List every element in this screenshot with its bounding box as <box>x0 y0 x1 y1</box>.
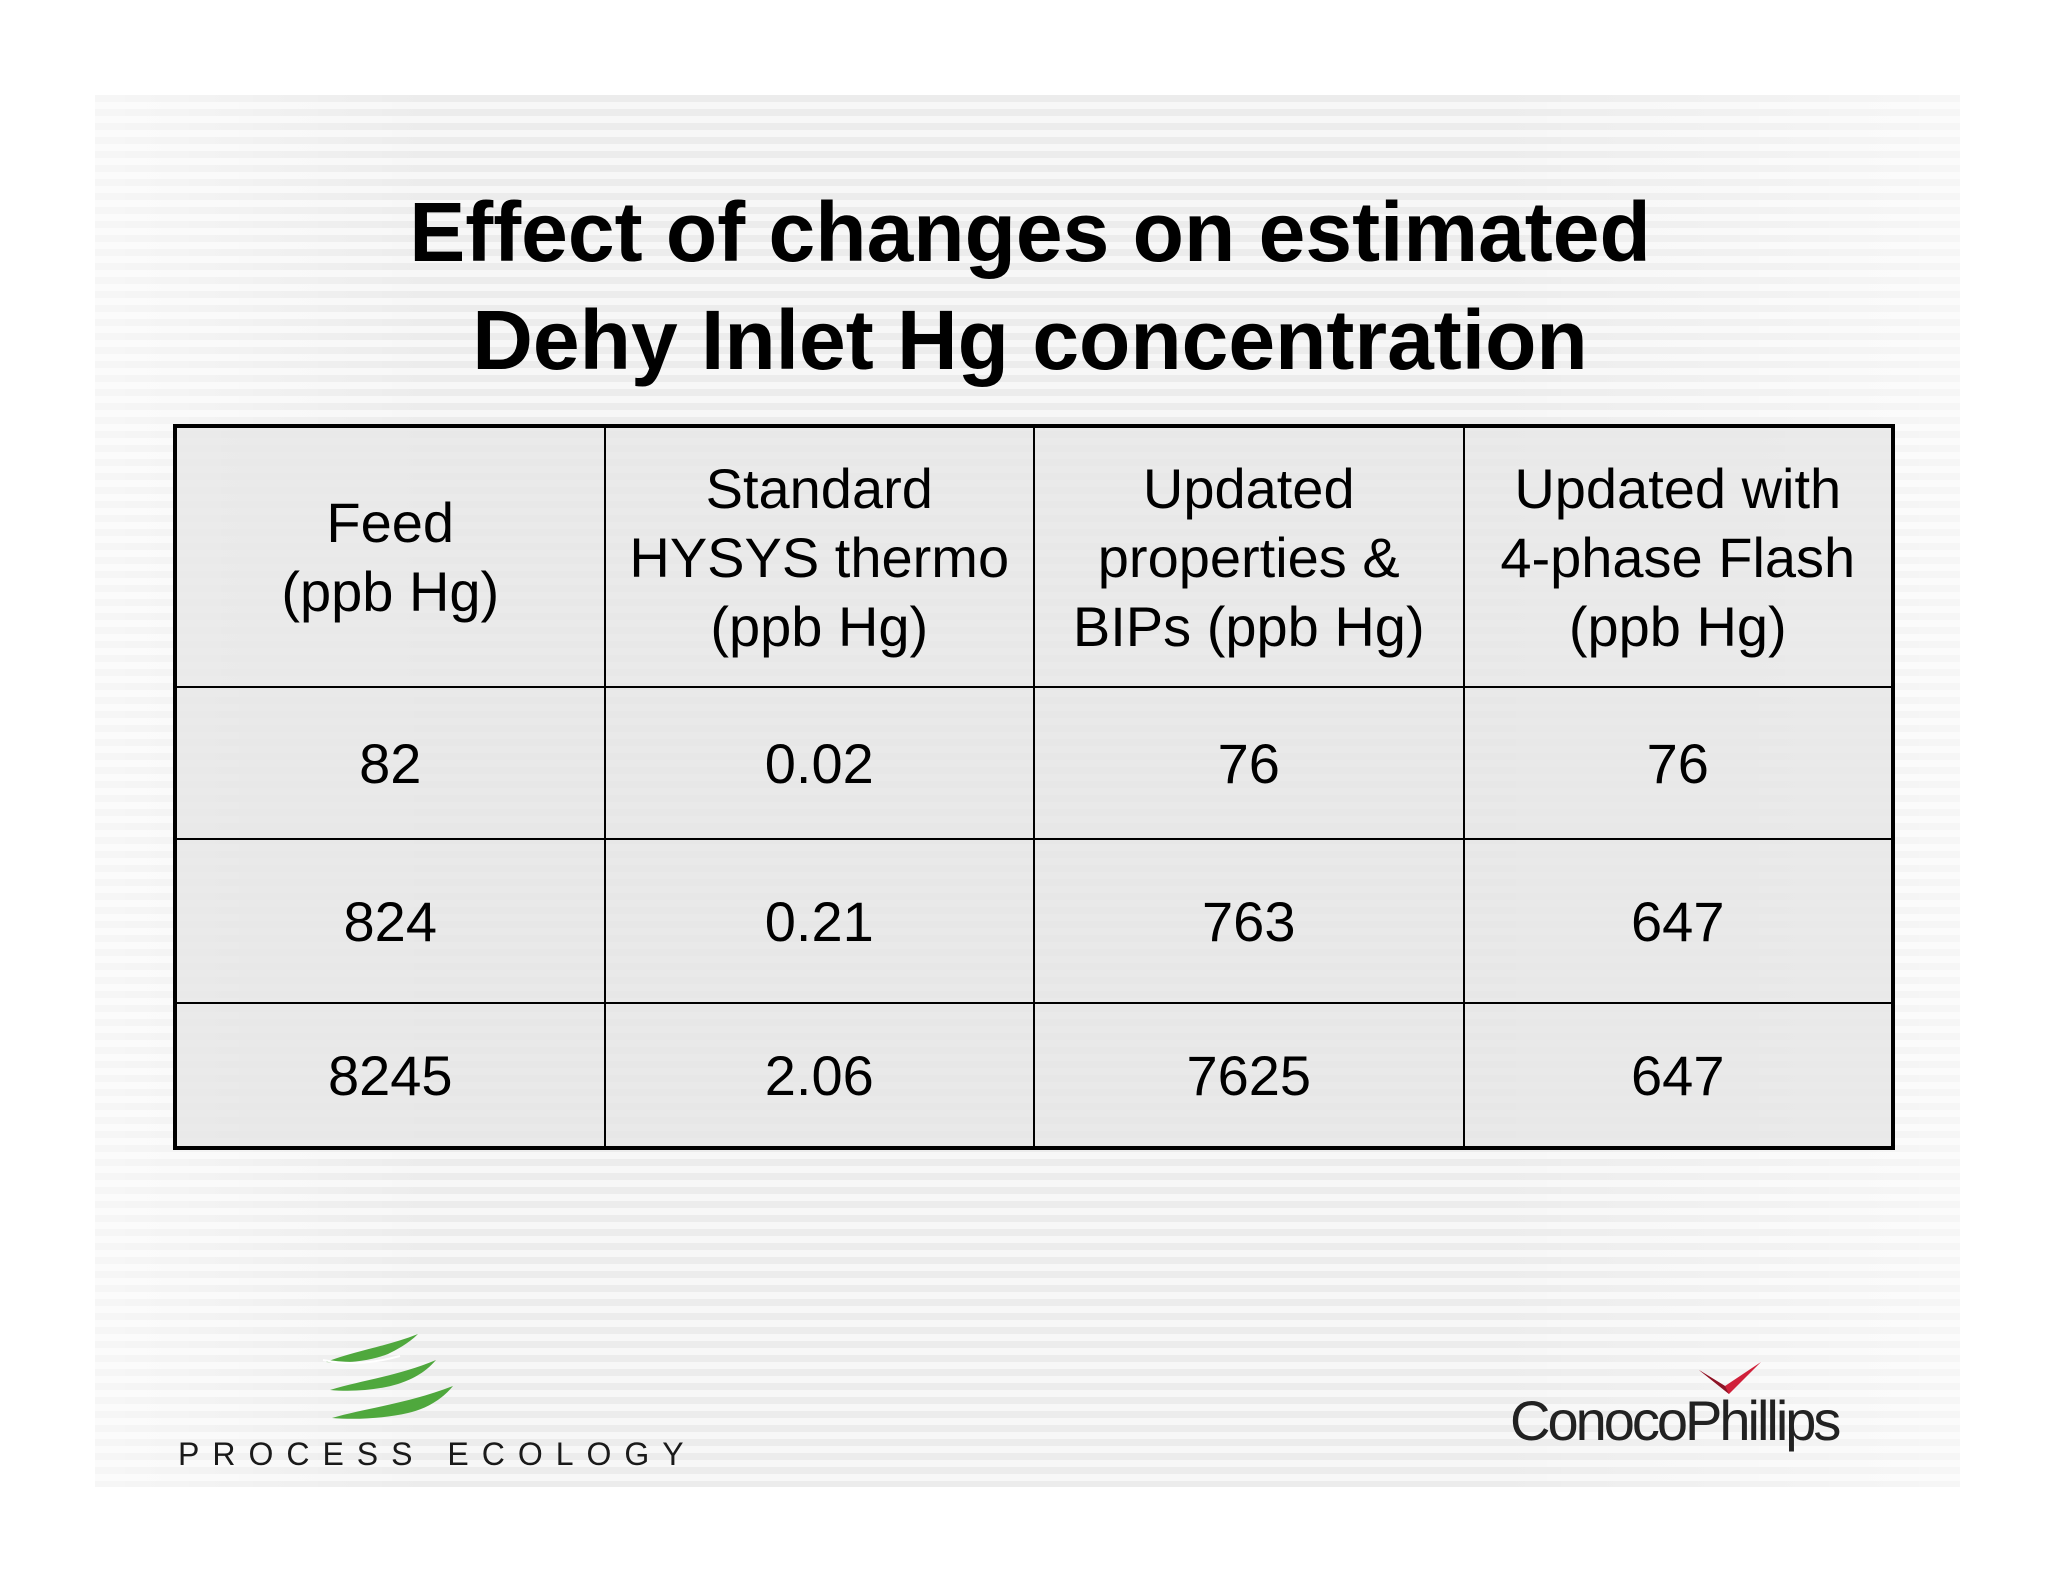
title-line-1: Effect of changes on estimated <box>409 185 1651 279</box>
conocophillips-wordmark: ConocoPhillips <box>1510 1389 1841 1452</box>
conocophillips-wing-icon <box>1699 1362 1761 1394</box>
header-feed: Feed (ppb Hg) <box>174 425 606 688</box>
table-cell: 2.06 <box>603 1002 1035 1149</box>
table-cell: 824 <box>174 838 606 1004</box>
header-feed-line-2: (ppb Hg) <box>281 560 500 623</box>
slide-title: Effect of changes on estimated Dehy Inle… <box>250 178 1810 394</box>
table-cell: 7625 <box>1033 1002 1465 1149</box>
table-cell: 8245 <box>174 1002 606 1149</box>
table-cell: 0.21 <box>603 838 1035 1004</box>
table-header-row: Feed (ppb Hg) Standard HYSYS thermo (ppb… <box>174 425 1894 688</box>
table-cell: 76 <box>1462 686 1894 840</box>
header-updated-line-1: Updated <box>1142 456 1355 520</box>
header-standard-line-3: (ppb Hg) <box>710 594 929 658</box>
process-ecology-wordmark: PROCESS ECOLOGY <box>178 1436 697 1472</box>
table-cell: 763 <box>1033 838 1465 1004</box>
header-updated-properties: Updated properties & BIPs (ppb Hg) <box>1033 425 1465 688</box>
table-cell: 82 <box>174 686 606 840</box>
table-row: 824 0.21 763 647 <box>174 838 1894 1004</box>
header-4phase-line-3: (ppb Hg) <box>1568 594 1787 658</box>
table-cell: 76 <box>1033 686 1465 840</box>
conocophillips-logo: ConocoPhillips <box>1505 1360 1905 1460</box>
table-row: 8245 2.06 7625 647 <box>174 1002 1894 1149</box>
table-cell: 647 <box>1462 1002 1894 1149</box>
table-cell: 647 <box>1462 838 1894 1004</box>
header-updated-4phase: Updated with 4-phase Flash (ppb Hg) <box>1462 425 1894 688</box>
header-standard-line-1: Standard <box>705 456 933 520</box>
process-ecology-swoosh-icon <box>322 1334 453 1419</box>
header-updated-line-2: properties & <box>1097 525 1400 589</box>
header-4phase-line-2: 4-phase Flash <box>1500 525 1856 589</box>
results-table: Feed (ppb Hg) Standard HYSYS thermo (ppb… <box>173 424 1895 1150</box>
title-line-2: Dehy Inlet Hg concentration <box>472 293 1588 387</box>
table-row: 82 0.02 76 76 <box>174 686 1894 840</box>
header-standard-hysys: Standard HYSYS thermo (ppb Hg) <box>603 425 1035 688</box>
header-feed-line-1: Feed <box>326 491 455 554</box>
header-standard-line-2: HYSYS thermo <box>629 525 1010 589</box>
header-4phase-line-1: Updated with <box>1514 456 1842 520</box>
process-ecology-logo: PROCESS ECOLOGY <box>178 1332 684 1472</box>
header-updated-line-3: BIPs (ppb Hg) <box>1072 594 1425 658</box>
table-cell: 0.02 <box>603 686 1035 840</box>
